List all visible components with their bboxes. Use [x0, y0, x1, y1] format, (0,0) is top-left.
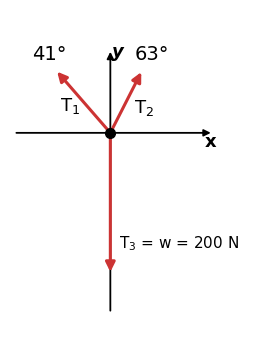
- Text: T$_1$: T$_1$: [60, 96, 80, 116]
- Text: x: x: [205, 133, 216, 151]
- Text: T$_3$ = w = 200 N: T$_3$ = w = 200 N: [119, 235, 239, 253]
- Text: 63°: 63°: [135, 44, 169, 64]
- Text: 41°: 41°: [32, 44, 66, 64]
- Text: T$_2$: T$_2$: [134, 98, 154, 118]
- Text: y: y: [112, 43, 123, 61]
